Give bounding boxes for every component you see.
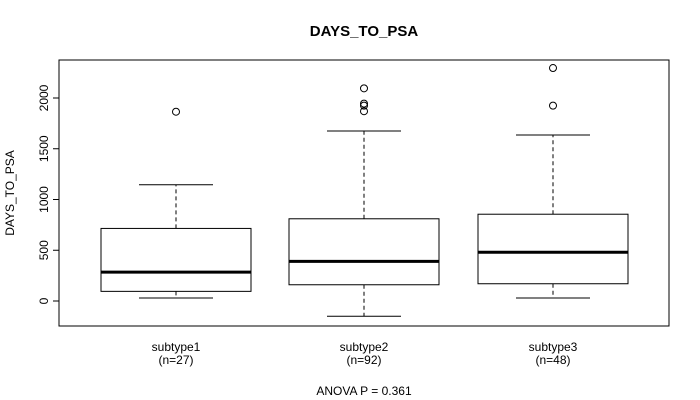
category-label: subtype1 xyxy=(152,340,201,354)
y-tick-label: 1000 xyxy=(37,186,51,213)
plot-frame xyxy=(58,59,670,327)
box-subtype2 xyxy=(288,84,440,317)
category-count-label: (n=92) xyxy=(346,353,381,367)
anova-annotation: ANOVA P = 0.361 xyxy=(316,384,412,398)
category-count-label: (n=48) xyxy=(535,353,570,367)
category-count-label: (n=27) xyxy=(158,353,193,367)
y-axis: 0 500 1000 1500 2000 xyxy=(37,84,59,304)
y-tick-label: 0 xyxy=(37,297,51,304)
outlier-point xyxy=(549,64,557,73)
outlier-point xyxy=(360,101,368,110)
category-label: subtype3 xyxy=(529,340,578,354)
outlier-point xyxy=(360,84,368,93)
outlier-point xyxy=(172,107,180,116)
category-label: subtype2 xyxy=(340,340,389,354)
outlier-point xyxy=(360,99,368,108)
y-tick-label: 500 xyxy=(37,240,51,260)
x-axis-labels: subtype1(n=27) subtype2(n=92) subtype3(n=4… xyxy=(152,340,578,367)
y-axis-label: DAYS_TO_PSA xyxy=(3,150,17,236)
iqr-box xyxy=(100,227,252,292)
box-subtype3 xyxy=(477,64,629,299)
outlier-point xyxy=(360,107,368,116)
iqr-box xyxy=(288,218,440,286)
y-tick-label: 2000 xyxy=(37,84,51,111)
y-tick-label: 1500 xyxy=(37,135,51,162)
iqr-box xyxy=(477,213,629,285)
outlier-point xyxy=(549,101,557,110)
boxes xyxy=(100,64,629,317)
box-subtype1 xyxy=(100,107,252,299)
chart-title: DAYS_TO_PSA xyxy=(310,23,419,40)
